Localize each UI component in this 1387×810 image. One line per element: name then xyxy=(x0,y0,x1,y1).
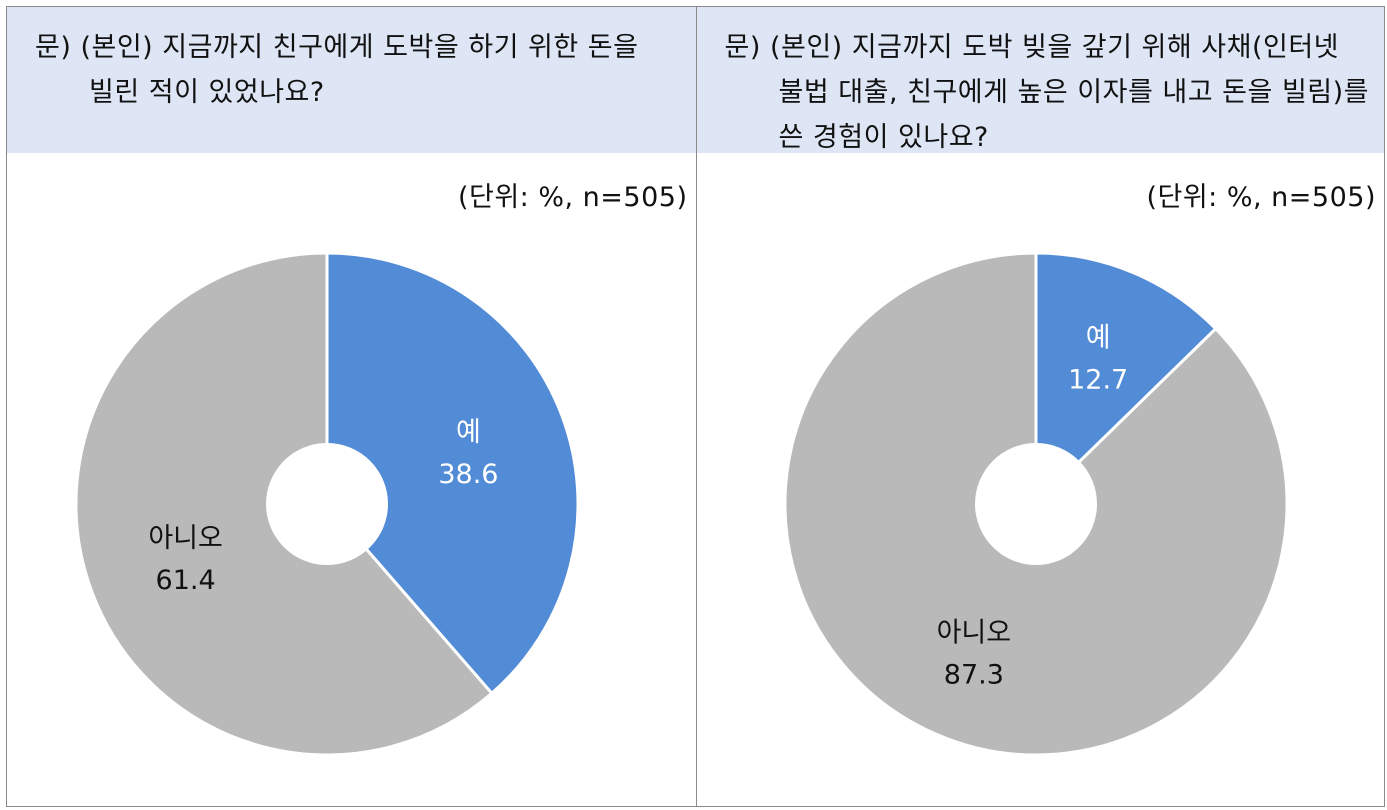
panel-private-loan: 문) (본인) 지금까지 도박 빚을 갚기 위해 사채(인터넷 불법 대출, 친… xyxy=(695,7,1384,806)
question-header: 문) (본인) 지금까지 도박 빚을 갚기 위해 사채(인터넷 불법 대출, 친… xyxy=(696,7,1384,153)
question-header: 문) (본인) 지금까지 친구에게 도박을 하기 위한 돈을 빌린 적이 있었나… xyxy=(7,7,696,153)
slice-value-label: 61.4 xyxy=(156,565,216,596)
donut-hole xyxy=(266,443,388,565)
question-line: 쓴 경험이 있나요? xyxy=(778,122,989,153)
unit-note: (단위: %, n=505) xyxy=(1146,182,1376,213)
slice-value-label: 12.7 xyxy=(1068,365,1128,396)
question-line: 빌린 적이 있었나요? xyxy=(89,77,325,108)
slice-category-label: 예 xyxy=(1085,323,1110,354)
slice-value-label: 87.3 xyxy=(943,659,1003,690)
donut-hole xyxy=(974,443,1097,565)
question-line: 문) (본인) 지금까지 친구에게 도박을 하기 위한 돈을 xyxy=(35,32,639,63)
question-line: 불법 대출, 친구에게 높은 이자를 내고 돈을 빌림)를 xyxy=(778,77,1369,108)
question-line: 문) (본인) 지금까지 도박 빚을 갚기 위해 사채(인터넷 xyxy=(724,32,1340,63)
pie-slice-yes xyxy=(1034,251,1218,508)
pie-slice-yes xyxy=(325,251,580,696)
slice-category-label: 아니오 xyxy=(148,523,223,554)
donut-chart: 예 12.7 아니오 87.3 xyxy=(783,251,1288,757)
unit-note: (단위: %, n=505) xyxy=(457,182,688,213)
figure-frame: 문) (본인) 지금까지 친구에게 도박을 하기 위한 돈을 빌린 적이 있었나… xyxy=(6,6,1385,807)
panel-loan-from-friend: 문) (본인) 지금까지 친구에게 도박을 하기 위한 돈을 빌린 적이 있었나… xyxy=(7,7,696,806)
donut-chart: 예 38.6 아니오 61.4 xyxy=(74,251,580,757)
slice-category-label: 예 xyxy=(456,417,481,448)
slice-value-label: 38.6 xyxy=(438,459,498,490)
slice-category-label: 아니오 xyxy=(936,617,1011,648)
